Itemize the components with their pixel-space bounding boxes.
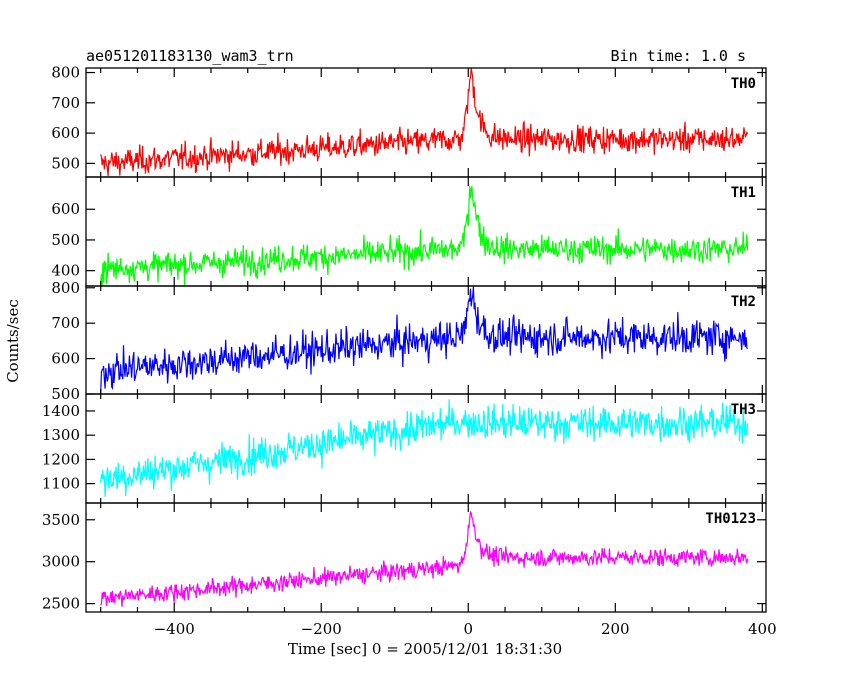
y-tick-label: 800 — [51, 64, 80, 82]
chart-title: ae051201183130_wam3_trn — [86, 47, 294, 65]
panel-th1: 400 500 600 TH1 — [51, 176, 767, 287]
series-line-th1 — [100, 186, 749, 287]
series-line-th3 — [100, 399, 749, 497]
x-tick-label: 400 — [748, 620, 777, 638]
panel-th2: 500 600 700 800 TH2 — [51, 279, 767, 403]
x-tick-label: 200 — [601, 620, 630, 638]
y-tick-label: 1400 — [42, 402, 80, 420]
panel-th0123: 2500 3000 3500 TH0123 — [42, 502, 767, 613]
panel-th0: 500 600 700 800 TH0 — [51, 64, 767, 178]
y-tick-label: 1300 — [42, 426, 80, 444]
y-tick-label: 2500 — [42, 595, 80, 613]
x-tick-label: 0 — [463, 620, 473, 638]
y-tick-label: 500 — [51, 154, 80, 172]
y-tick-label: 1100 — [42, 475, 80, 493]
panels-group: 500 600 700 800 TH0 400 500 600 TH1 500 600 700 800 T… — [42, 64, 777, 638]
y-tick-label: 3500 — [42, 511, 80, 529]
panel-label-th1: TH1 — [731, 185, 756, 201]
panel-label-th2: TH2 — [731, 294, 756, 310]
series-line-th0123 — [100, 511, 749, 607]
y-tick-label: 400 — [51, 262, 80, 280]
panel-frame — [85, 285, 767, 395]
series-line-th2 — [100, 286, 749, 395]
y-tick-label: 600 — [51, 350, 80, 368]
panel-label-th0: TH0 — [731, 76, 756, 92]
panel-label-th3: TH3 — [731, 402, 756, 418]
y-axis-title: Counts/sec — [4, 299, 22, 383]
y-tick-label: 800 — [51, 279, 80, 297]
y-tick-label: 1200 — [42, 450, 80, 468]
panel-frame — [85, 393, 767, 504]
panel-frame — [85, 502, 767, 613]
y-tick-label: 3000 — [42, 553, 80, 571]
panel-frame — [85, 67, 767, 178]
y-tick-label: 600 — [51, 200, 80, 218]
x-tick-label: −400 — [154, 620, 195, 638]
panel-th3: 1100 1200 1300 1400 TH3 — [42, 393, 767, 504]
panel-label-th0123: TH0123 — [705, 511, 756, 527]
y-tick-label: 700 — [51, 94, 80, 112]
bin-time-label: Bin time: 1.0 s — [611, 47, 746, 65]
y-tick-label: 500 — [51, 231, 80, 249]
y-tick-label: 700 — [51, 314, 80, 332]
x-tick-label: −200 — [301, 620, 342, 638]
x-axis-title: Time [sec] 0 = 2005/12/01 18:31:30 — [288, 640, 562, 658]
series-line-th0 — [100, 67, 749, 177]
y-tick-label: 500 — [51, 385, 80, 403]
y-tick-label: 600 — [51, 124, 80, 142]
